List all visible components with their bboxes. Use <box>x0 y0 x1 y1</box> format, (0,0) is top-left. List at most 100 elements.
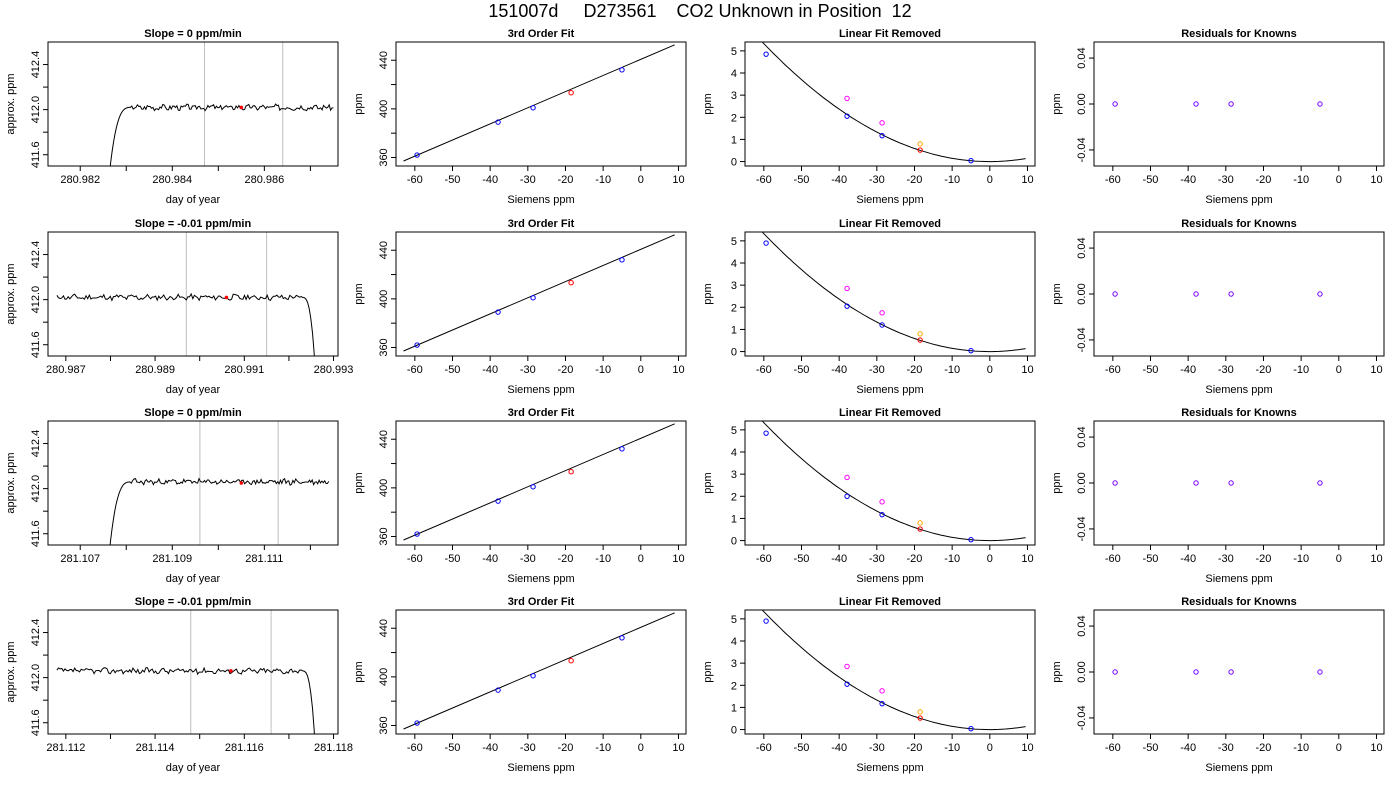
y-tick-label: 412.4 <box>30 430 42 458</box>
x-tick-label: 10 <box>672 364 684 376</box>
x-tick-label: 281.107 <box>60 553 100 565</box>
y-axis-label: ppm <box>702 283 714 304</box>
plot-frame <box>47 41 339 167</box>
y-tick-label: -0.04 <box>1076 327 1088 352</box>
unknown-mean-point <box>229 669 233 673</box>
y-tick-label: 5 <box>731 236 737 248</box>
panel-r2-c3: Linear Fit Removed Siemens ppm ppm -60 -50 -4… <box>702 218 1036 396</box>
panel-r1-c4: Residuals for Knowns Siemens ppm ppm -60 -50… <box>1051 28 1385 206</box>
x-tick-label: -30 <box>869 174 885 186</box>
x-tick-label: -20 <box>558 174 574 186</box>
y-tick-label: 3 <box>731 469 737 481</box>
y-tick-label: 412.0 <box>30 664 42 692</box>
plot-area <box>1112 101 1323 107</box>
data-point-residual <box>1193 291 1199 297</box>
panel-title: Linear Fit Removed <box>839 596 941 608</box>
y-tick-label: 0 <box>731 725 737 737</box>
plot-frame <box>395 41 687 167</box>
data-point-residual <box>1228 669 1234 675</box>
plot-area <box>403 423 675 541</box>
data-point-known <box>414 152 420 158</box>
data-point-raw <box>844 95 850 102</box>
data-point-other <box>917 520 923 526</box>
y-tick-label: 1 <box>731 324 737 336</box>
concentration-trace <box>56 292 315 356</box>
x-tick-label: -60 <box>1105 742 1121 754</box>
panel-title: Linear Fit Removed <box>839 218 941 230</box>
panel-title: Residuals for Knowns <box>1181 596 1297 608</box>
y-tick-label: 0.04 <box>1076 426 1088 447</box>
panel-r2-c4: Residuals for Knowns Siemens ppm ppm -60 -50… <box>1051 218 1385 396</box>
data-point-known <box>495 498 501 504</box>
panel-title: 3rd Order Fit <box>508 28 575 40</box>
data-point-known <box>495 687 501 693</box>
y-tick-label: 412.4 <box>30 619 42 647</box>
panel-title: Linear Fit Removed <box>839 407 941 419</box>
data-point-raw <box>879 120 885 126</box>
x-axis-label: Siemens ppm <box>507 573 574 585</box>
y-tick-label: 411.6 <box>30 520 42 547</box>
x-tick-label: 0 <box>638 364 644 376</box>
x-tick-label: 10 <box>672 553 684 565</box>
panel-r2-c2: 3rd Order Fit Siemens ppm ppm -60 -50 -40 -30 -… <box>353 218 687 396</box>
x-tick-label: 0 <box>1336 553 1342 565</box>
panel-r1-c2: 3rd Order Fit Siemens ppm ppm -60 -50 -40 -30 -… <box>353 28 687 206</box>
panel-r1-c3: Linear Fit Removed Siemens ppm ppm -60 -50 -4… <box>702 28 1036 206</box>
data-point-known <box>968 725 974 732</box>
x-tick-label: -50 <box>445 364 461 376</box>
y-tick-label: 5 <box>731 46 737 58</box>
panel-title: 3rd Order Fit <box>508 596 575 608</box>
x-tick-label: -10 <box>944 742 960 754</box>
y-tick-label: 412.4 <box>30 241 42 269</box>
y-tick-label: 440 <box>378 51 390 69</box>
plot-area <box>56 610 315 734</box>
y-tick-label: 0 <box>731 157 737 169</box>
x-tick-label: -60 <box>407 174 423 186</box>
y-tick-label: 412.0 <box>30 286 42 314</box>
data-point-raw <box>879 499 885 505</box>
x-axis-label: Siemens ppm <box>1205 573 1272 585</box>
x-tick-label: -10 <box>1293 553 1309 565</box>
data-point-residual <box>1193 669 1199 675</box>
data-point-residual <box>1193 480 1199 486</box>
y-tick-label: 400 <box>378 100 390 118</box>
y-tick-label: 2 <box>731 680 737 692</box>
x-tick-label: -60 <box>1105 553 1121 565</box>
y-axis-label: ppm <box>1051 661 1063 682</box>
y-tick-label: -0.04 <box>1076 137 1088 162</box>
y-axis-label: approx. ppm <box>5 263 17 324</box>
plot-area <box>109 42 334 166</box>
x-tick-label: -50 <box>1143 174 1159 186</box>
plot-frame <box>744 420 1036 546</box>
data-point-unknown <box>917 526 923 532</box>
panel-title: Linear Fit Removed <box>839 28 941 40</box>
y-tick-label: 440 <box>378 241 390 259</box>
data-point-known <box>530 673 536 679</box>
data-point-residual <box>1112 291 1118 297</box>
data-point-known <box>968 157 974 164</box>
x-tick-label: -20 <box>907 553 923 565</box>
panel-title: 3rd Order Fit <box>508 218 575 230</box>
x-tick-label: 10 <box>1370 174 1382 186</box>
x-tick-label: -20 <box>907 364 923 376</box>
x-axis-label: day of year <box>166 194 221 206</box>
x-tick-label: -50 <box>445 174 461 186</box>
panel-title: Slope = 0 ppm/min <box>144 407 242 419</box>
x-axis-label: Siemens ppm <box>1205 194 1272 206</box>
x-tick-label: 10 <box>1370 742 1382 754</box>
unknown-mean-point <box>224 295 229 300</box>
x-tick-label: 10 <box>672 742 684 754</box>
data-point-raw <box>879 688 885 694</box>
y-tick-label: 412.0 <box>30 475 42 503</box>
y-tick-label: 4 <box>731 68 737 80</box>
panel-r3-c2: 3rd Order Fit Siemens ppm ppm -60 -50 -40 -30 -… <box>353 407 687 585</box>
panel-title: Slope = -0.01 ppm/min <box>135 596 252 608</box>
x-tick-label: 10 <box>1021 364 1033 376</box>
x-tick-label: -50 <box>445 553 461 565</box>
y-tick-label: 440 <box>378 619 390 637</box>
x-axis-label: Siemens ppm <box>856 573 923 585</box>
x-tick-label: -40 <box>482 174 498 186</box>
x-tick-label: -50 <box>794 553 810 565</box>
x-tick-label: -30 <box>520 174 536 186</box>
x-tick-label: -50 <box>445 742 461 754</box>
